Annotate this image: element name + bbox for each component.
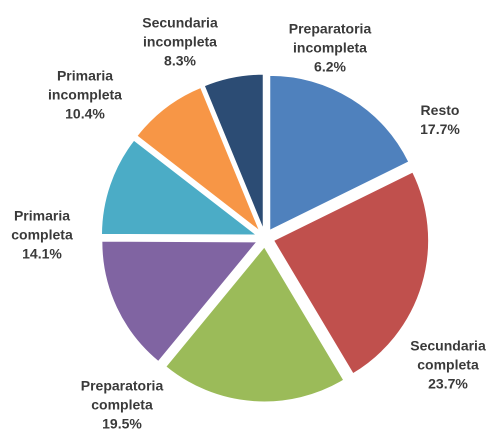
slice-name: Primaria completa: [11, 207, 73, 243]
slice-label: Resto 17.7%: [380, 101, 495, 139]
pie-slice: [101, 240, 258, 363]
slice-value: 14.1%: [22, 245, 62, 262]
slice-label: Preparatoria completa 19.5%: [62, 377, 182, 434]
pie-slice: [269, 74, 410, 232]
slice-value: 23.7%: [428, 375, 468, 392]
slice-value: 8.3%: [164, 52, 196, 69]
slice-name: Preparatoria completa: [80, 377, 164, 413]
slice-name: Primaria incompleta: [48, 67, 122, 103]
slice-label: Secundaria completa 23.7%: [388, 337, 495, 394]
slice-name: Secundaria completa: [410, 337, 486, 373]
slice-value: 17.7%: [420, 121, 460, 137]
slice-name: Resto: [420, 102, 460, 118]
slice-value: 19.5%: [102, 415, 142, 432]
slice-value: 6.2%: [314, 58, 346, 75]
pie-slice: [165, 246, 345, 403]
slice-name: Preparatoria incompleta: [288, 20, 372, 56]
slice-label: Primaria incompleta 10.4%: [25, 67, 145, 124]
slice-value: 10.4%: [65, 105, 105, 122]
pie-slice: [136, 86, 261, 233]
pie-slice: [272, 171, 430, 375]
pie-slice: [100, 139, 258, 236]
slice-label: Secundaria incompleta 8.3%: [120, 14, 240, 71]
slice-name: Secundaria incompleta: [142, 14, 218, 50]
slice-label: Preparatoria incompleta 6.2%: [270, 20, 390, 77]
slice-label: Primaria completa 14.1%: [0, 207, 102, 264]
pie-slice: [203, 73, 264, 230]
